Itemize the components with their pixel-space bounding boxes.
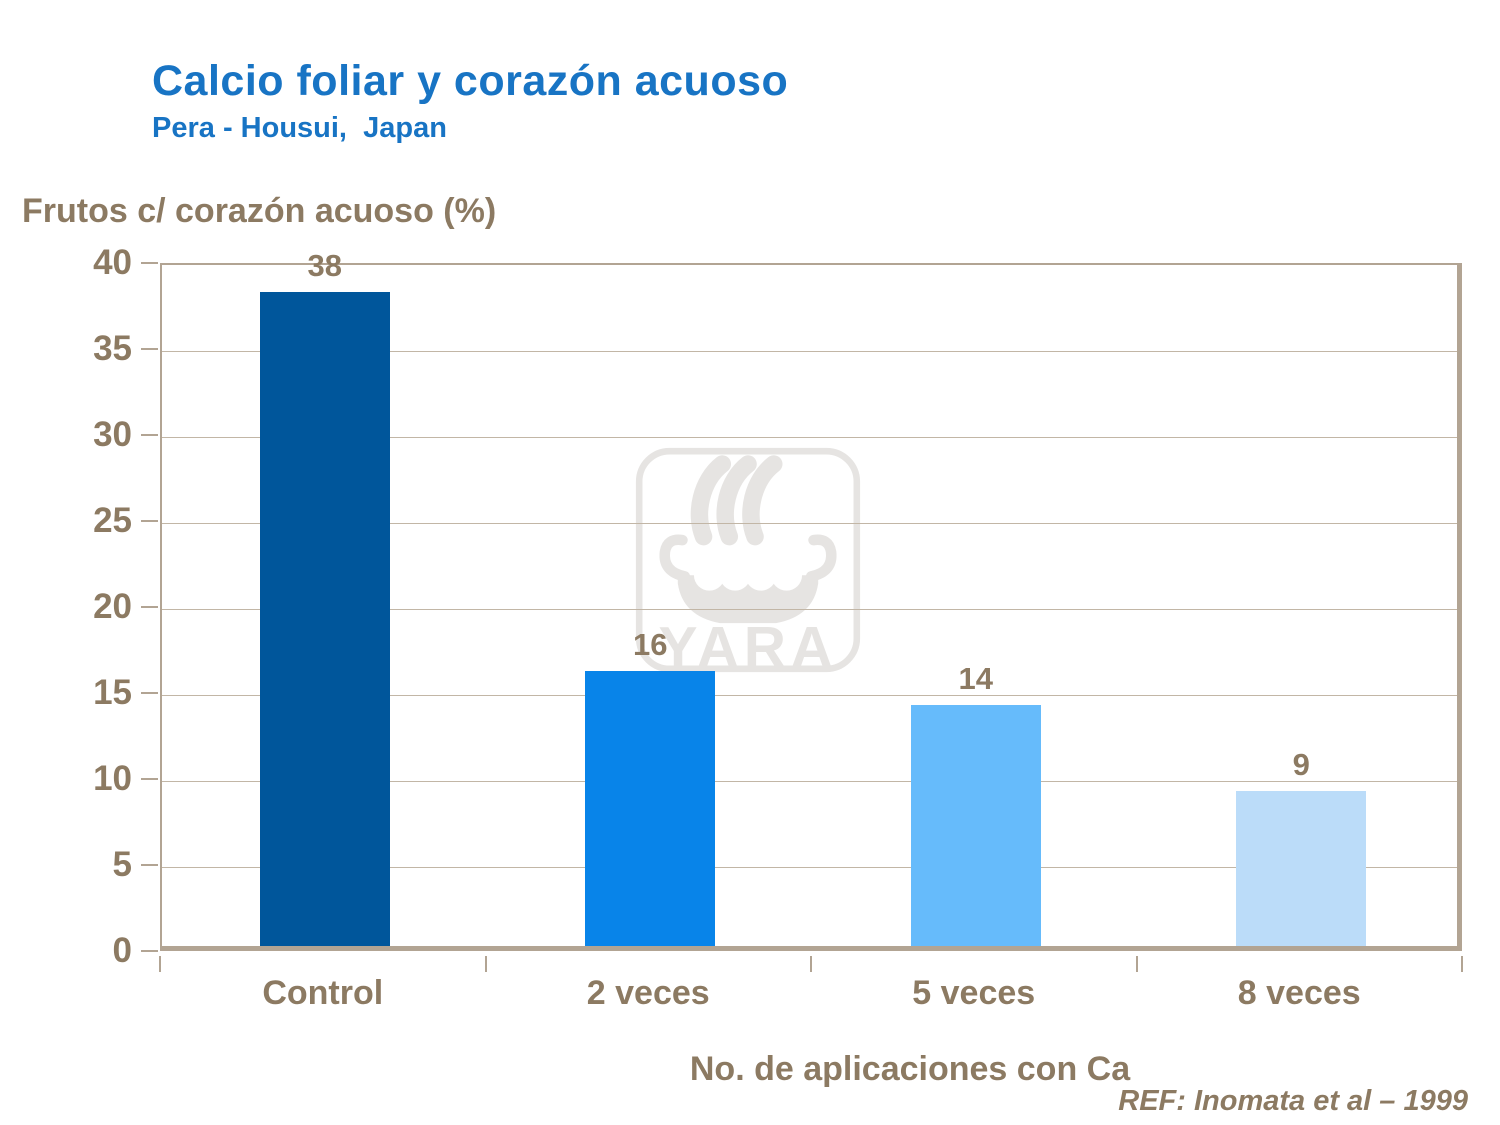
x-tick-mark-1	[484, 956, 487, 972]
yara-watermark-text: YARA	[658, 616, 837, 677]
y-tick-label-10: 10	[93, 759, 132, 798]
y-tick-mark-30	[141, 434, 158, 436]
gridline-20	[162, 608, 1457, 610]
y-tick-label-20: 20	[93, 587, 132, 626]
y-tick-mark-40	[141, 262, 158, 264]
x-tick-mark-2	[810, 956, 812, 972]
plot-area: YARA 38 16 14 9	[160, 248, 1462, 951]
y-tick-label-35: 35	[93, 329, 132, 368]
gridline-35	[162, 350, 1457, 352]
y-tick-mark-25	[141, 520, 158, 522]
y-tick-mark-20	[141, 606, 158, 608]
gridline-30	[162, 436, 1457, 438]
y-tick-mark-0	[141, 950, 158, 952]
chart-title: Calcio foliar y corazón acuoso	[152, 57, 789, 105]
x-category-label: 5 veces	[912, 974, 1036, 1012]
y-tick-label-25: 25	[93, 501, 132, 540]
gridline-15	[162, 694, 1457, 696]
x-category-label: 2 veces	[586, 974, 710, 1012]
bar-control	[259, 292, 390, 946]
y-tick-label-5: 5	[112, 845, 132, 884]
bar-value-label: 16	[633, 627, 668, 662]
bar-2-veces	[585, 671, 716, 946]
bar-8-veces	[1236, 791, 1367, 946]
y-tick-label-40: 40	[93, 243, 132, 282]
bar-value-label: 38	[307, 248, 342, 283]
x-axis-title: No. de aplicaciones con Ca	[689, 1050, 1131, 1088]
y-tick-label-30: 30	[93, 415, 132, 454]
y-tick-mark-15	[141, 692, 158, 694]
reference-citation: REF: Inomata et al – 1999	[1118, 1085, 1468, 1117]
x-tick-mark-3	[1135, 956, 1138, 972]
x-category-label: Control	[262, 974, 384, 1012]
yara-logo-watermark-icon: YARA	[635, 447, 861, 677]
chart-subtitle: Pera - Housui, Japan	[152, 112, 447, 144]
bar-5-veces	[910, 705, 1041, 946]
bar-value-label: 9	[1292, 747, 1310, 782]
y-tick-mark-35	[141, 348, 158, 350]
x-tick-mark-0	[159, 956, 161, 972]
gridline-25	[162, 522, 1457, 524]
gridline-5	[162, 866, 1457, 868]
y-axis-title: Frutos c/ corazón acuoso (%)	[22, 192, 497, 230]
x-tick-mark-4	[1461, 956, 1463, 972]
y-tick-mark-10	[141, 778, 158, 780]
gridline-10	[162, 780, 1457, 782]
x-category-label: 8 veces	[1237, 974, 1361, 1012]
y-tick-label-15: 15	[93, 673, 132, 712]
y-tick-mark-5	[141, 864, 158, 866]
bar-value-label: 14	[958, 661, 993, 696]
y-tick-label-0: 0	[112, 931, 132, 970]
